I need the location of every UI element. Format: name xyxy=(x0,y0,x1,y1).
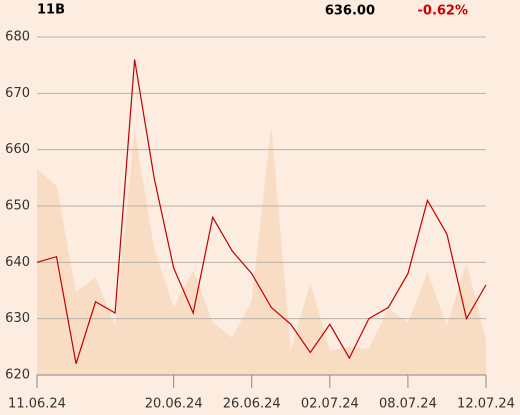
y-tick-label: 650 xyxy=(5,199,30,214)
change: -0.62% xyxy=(418,4,469,19)
price-line xyxy=(36,59,487,364)
y-tick-label: 630 xyxy=(5,311,30,326)
price: 636.00 xyxy=(325,4,375,19)
y-tick-label: 670 xyxy=(5,86,30,101)
y-tick-label: 660 xyxy=(5,142,30,157)
x-tick-label: 11.06.24 xyxy=(8,397,66,412)
x-tick-label: 26.06.24 xyxy=(223,397,281,412)
x-tick-label: 08.07.24 xyxy=(379,397,437,412)
symbol: 11B xyxy=(37,3,65,18)
x-tick-label: 02.07.24 xyxy=(301,397,359,412)
y-tick-label: 620 xyxy=(5,368,30,383)
area xyxy=(37,126,486,375)
x-tick-label: 12.07.24 xyxy=(457,397,515,412)
y-tick-label: 640 xyxy=(5,255,30,270)
y-tick-label: 680 xyxy=(5,30,30,45)
x-tick-label: 20.06.24 xyxy=(145,397,203,412)
